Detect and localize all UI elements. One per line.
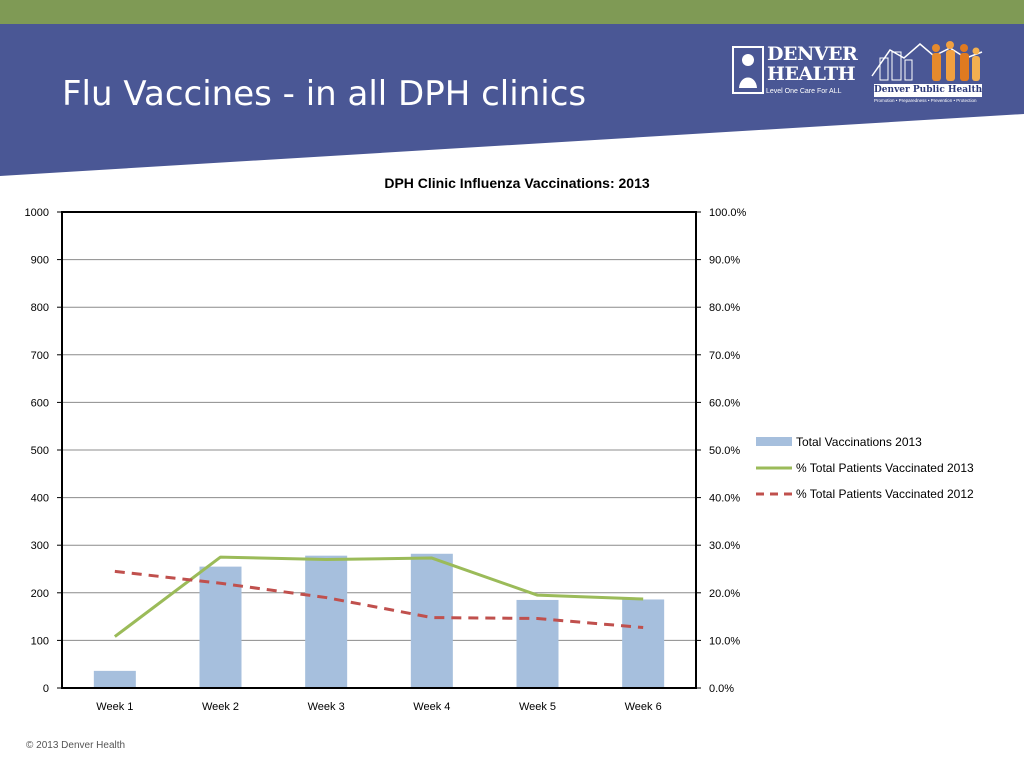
bar [622, 599, 665, 688]
y-right-tick-label: 10.0% [709, 635, 740, 647]
header-band [0, 24, 1024, 176]
y-left-tick-label: 200 [31, 588, 49, 600]
y-left-tick-label: 400 [31, 493, 49, 505]
bar [199, 566, 242, 688]
y-right-tick-label: 20.0% [709, 588, 740, 600]
plot-area-frame [61, 211, 697, 689]
y-left-tick-label: 1000 [25, 207, 49, 219]
top-stripe [0, 0, 1024, 24]
y-left-tick-label: 600 [31, 397, 49, 409]
y-right-tick-label: 30.0% [709, 540, 740, 552]
y-left-tick-label: 0 [43, 683, 49, 695]
legend-label: Total Vaccinations 2013 [796, 435, 922, 449]
legend-swatch-bars [756, 437, 792, 446]
x-tick-label: Week 3 [308, 701, 345, 713]
y-right-tick-label: 50.0% [709, 445, 740, 457]
x-tick-label: Week 6 [625, 701, 662, 713]
denver-health-logo [732, 46, 764, 94]
y-left-tick-label: 900 [31, 255, 49, 267]
x-tick-label: Week 5 [519, 701, 556, 713]
x-tick-label: Week 4 [413, 701, 450, 713]
y-right-tick-label: 100.0% [709, 207, 747, 219]
denver-public-health-wordmark: Denver Public Health [874, 84, 983, 97]
x-tick-label: Week 1 [96, 701, 133, 713]
bar [93, 670, 136, 688]
denver-health-tagline: Level One Care For ALL [766, 88, 842, 95]
y-right-tick-label: 40.0% [709, 493, 740, 505]
copyright-footer: © 2013 Denver Health [26, 740, 126, 751]
bar-series [93, 553, 665, 688]
y-left-tick-label: 300 [31, 540, 49, 552]
chart-title: DPH Clinic Influenza Vaccinations: 2013 [384, 175, 650, 191]
series-line-2012 [114, 569, 644, 630]
y-left-tick-label: 700 [31, 350, 49, 362]
line-series [113, 555, 644, 638]
bar [305, 555, 348, 688]
x-tick-label: Week 2 [202, 701, 239, 713]
denver-public-health-logo [871, 41, 983, 81]
y-left-tick-label: 100 [31, 635, 49, 647]
denver-public-health-tagline: Promotion • Preparedness • Prevention • … [874, 98, 977, 103]
y-right-tick-label: 60.0% [709, 397, 740, 409]
y-right-tick-label: 0.0% [709, 683, 734, 695]
denver-health-wordmark: DENVER HEALTH [767, 43, 858, 85]
y-right-tick-label: 70.0% [709, 350, 740, 362]
legend-label: % Total Patients Vaccinated 2013 [796, 461, 974, 475]
bar [410, 553, 453, 688]
y-left-tick-label: 800 [31, 302, 49, 314]
chart-legend: Total Vaccinations 2013 % Total Patients … [756, 435, 974, 501]
gridlines [57, 211, 701, 689]
series-line-2013 [113, 555, 644, 638]
slide-title: Flu Vaccines - in all DPH clinics [62, 74, 587, 114]
y-right-tick-label: 80.0% [709, 302, 740, 314]
y-right-tick-label: 90.0% [709, 255, 740, 267]
bar [516, 599, 559, 688]
vaccination-chart: DPH Clinic Influenza Vaccinations: 2013 … [25, 175, 974, 713]
y-left-tick-label: 500 [31, 445, 49, 457]
legend-label: % Total Patients Vaccinated 2012 [796, 487, 974, 501]
axis-labels: 0 0.0% 100 10.0% 200 20.0% 300 30.0% 400 40.0% 500… [25, 207, 747, 713]
